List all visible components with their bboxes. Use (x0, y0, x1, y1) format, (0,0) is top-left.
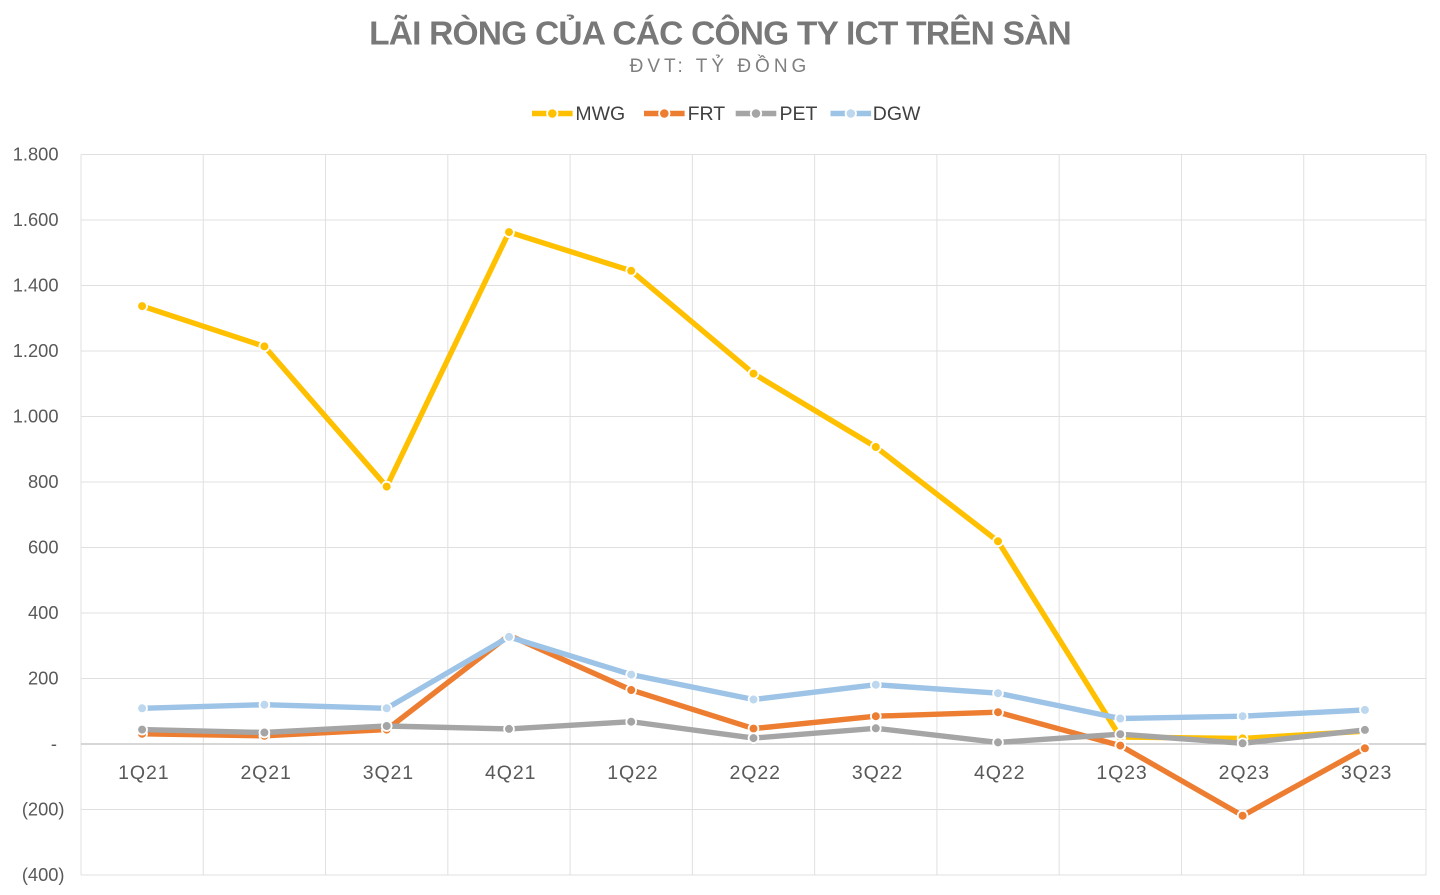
svg-text:FRT: FRT (688, 103, 726, 125)
svg-text:ĐVT: TỶ ĐỒNG: ĐVT: TỶ ĐỒNG (630, 55, 811, 77)
svg-text:4Q21: 4Q21 (485, 762, 536, 784)
svg-text:400: 400 (28, 602, 59, 623)
svg-text:MWG: MWG (575, 103, 625, 125)
svg-text:200: 200 (28, 667, 59, 688)
svg-text:2Q23: 2Q23 (1219, 762, 1270, 784)
svg-text:DGW: DGW (873, 103, 921, 125)
svg-text:(400): (400) (22, 864, 65, 885)
svg-text:1Q23: 1Q23 (1096, 762, 1147, 784)
svg-text:3Q21: 3Q21 (363, 762, 414, 784)
svg-text:1Q22: 1Q22 (607, 762, 658, 784)
svg-text:600: 600 (28, 536, 59, 557)
svg-text:3Q23: 3Q23 (1341, 762, 1392, 784)
svg-text:(200): (200) (22, 798, 65, 819)
svg-text:1.800: 1.800 (13, 143, 59, 164)
svg-text:-: - (51, 733, 57, 754)
svg-text:1.000: 1.000 (13, 405, 59, 426)
svg-text:1.400: 1.400 (13, 274, 59, 295)
svg-text:800: 800 (28, 471, 59, 492)
svg-text:3Q22: 3Q22 (852, 762, 903, 784)
svg-text:LÃI RÒNG CỦA CÁC CÔNG TY ICT T: LÃI RÒNG CỦA CÁC CÔNG TY ICT TRÊN SÀN (369, 14, 1071, 53)
svg-text:1.600: 1.600 (13, 209, 59, 230)
svg-text:PET: PET (780, 103, 818, 125)
svg-text:2Q22: 2Q22 (730, 762, 781, 784)
svg-text:4Q22: 4Q22 (974, 762, 1025, 784)
svg-text:2Q21: 2Q21 (240, 762, 291, 784)
svg-text:1.200: 1.200 (13, 340, 59, 361)
svg-text:1Q21: 1Q21 (118, 762, 169, 784)
